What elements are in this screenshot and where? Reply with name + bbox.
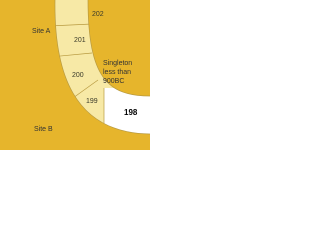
segment-label: 202 <box>92 11 104 18</box>
band-edge <box>54 0 150 135</box>
site-label: Site B <box>34 126 53 133</box>
note-line: less than <box>103 69 131 76</box>
segment-label: 201 <box>74 37 86 44</box>
segment-label: 199 <box>86 98 98 105</box>
note-line: Singleton <box>103 60 132 67</box>
diagram: 202 201 200 199 198 Site A Site B Single… <box>0 0 150 150</box>
segment-label: 198 <box>124 108 138 117</box>
note-line: 900BC <box>103 78 124 85</box>
divider <box>54 23 93 27</box>
band-edge <box>87 0 150 97</box>
segment-label: 200 <box>72 72 84 79</box>
site-label: Site A <box>32 28 51 35</box>
